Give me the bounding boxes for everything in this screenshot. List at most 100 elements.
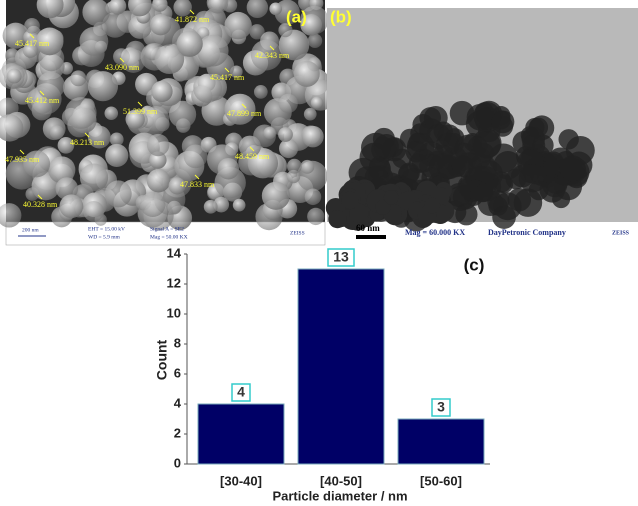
sem-grain — [184, 144, 208, 168]
measurement-label: 42.343 nm — [255, 51, 290, 60]
sem-grain — [24, 18, 40, 34]
sem-grain — [59, 194, 83, 218]
sem-grain — [279, 139, 298, 158]
measurement-label: 47.899 nm — [227, 109, 262, 118]
tem-particle — [374, 134, 399, 159]
y-tick-label: 10 — [167, 305, 181, 320]
sem-grain — [233, 199, 246, 212]
measurement-label: 40.328 nm — [23, 200, 58, 209]
sem-grain — [104, 106, 118, 120]
panel-label: (b) — [330, 7, 352, 26]
y-tick-label: 8 — [174, 335, 181, 350]
x-axis-label: Particle diameter / nm — [272, 488, 407, 503]
sem-grain — [150, 14, 171, 35]
tem-particle — [424, 198, 440, 214]
sem-grain — [305, 188, 322, 205]
measurement-label: 47.833 nm — [180, 180, 215, 189]
measurement-label: 45.417 nm — [210, 73, 245, 82]
sem-grain — [140, 192, 165, 217]
tem-info-text: 60 nm — [356, 223, 380, 233]
tem-particle — [560, 155, 586, 181]
tem-particle — [428, 151, 447, 170]
y-tick-label: 12 — [167, 275, 181, 290]
measurement-label: 45.412 nm — [25, 96, 60, 105]
sem-info-text: ZEISS — [290, 230, 305, 236]
x-tick-label: [40-50] — [320, 473, 362, 488]
sem-grain — [307, 208, 324, 225]
tem-particle — [529, 180, 549, 200]
sem-grain — [65, 97, 97, 129]
value-label: 13 — [333, 249, 349, 265]
sem-info-text: Signal A = SE2 — [150, 226, 184, 232]
sem-grain — [300, 160, 314, 174]
tem-particle — [328, 210, 346, 228]
tem-particle — [522, 127, 546, 151]
sem-info-text: 200 nm — [22, 227, 39, 233]
tem-particle — [494, 192, 522, 220]
sem-grain — [308, 33, 322, 47]
measurement-label: 41.872 nm — [175, 15, 210, 24]
sem-info-text: EHT = 15.00 kV — [88, 226, 125, 232]
value-label: 3 — [437, 399, 445, 415]
tem-info-text: DayPetronic Company — [488, 228, 566, 237]
sem-grain — [151, 81, 172, 102]
sem-grain — [278, 127, 293, 142]
measurement-label: 48.213 nm — [70, 138, 105, 147]
tem-particle — [489, 144, 518, 173]
sem-grain — [177, 31, 203, 57]
tem-info-text: Mag = 60.000 KX — [405, 228, 465, 237]
sem-grain — [83, 201, 104, 222]
scale-bar — [356, 235, 386, 239]
measurement-label: 43.090 nm — [105, 63, 140, 72]
sem-grain — [147, 169, 170, 192]
sem-grain — [279, 94, 298, 113]
sem-grain — [302, 126, 324, 148]
measurement-label: 45.417 nm — [15, 39, 50, 48]
sem-grain — [294, 61, 320, 87]
sem-grain — [80, 163, 108, 191]
sem-grain — [105, 144, 128, 167]
bar — [398, 419, 484, 464]
measurement-label: 48.459 nm — [235, 152, 270, 161]
sem-grain — [311, 97, 323, 109]
tem-particle — [467, 104, 493, 130]
tem-particle — [475, 183, 494, 202]
y-tick-label: 14 — [167, 245, 182, 260]
value-label: 4 — [237, 384, 245, 400]
panel-label: (c) — [464, 255, 485, 274]
measurement-label: 51.399 nm — [123, 107, 158, 116]
bar — [298, 269, 384, 464]
sem-grain — [204, 200, 218, 214]
sem-grain — [50, 125, 64, 139]
sem-info-text: Mag = 50.00 KX — [150, 234, 188, 240]
sem-grain — [262, 182, 290, 210]
bar — [198, 404, 284, 464]
tem-particle — [559, 129, 579, 149]
y-tick-label: 4 — [174, 395, 182, 410]
tem-particle — [492, 110, 515, 133]
tem-info-text: ZEISS — [612, 230, 630, 236]
x-tick-label: [30-40] — [220, 473, 262, 488]
sem-grain — [88, 71, 118, 101]
sem-grain — [79, 27, 108, 56]
sem-grain — [269, 2, 282, 15]
tem-particle — [384, 190, 398, 204]
y-axis-label: Count — [154, 339, 170, 380]
sem-grain — [70, 70, 86, 86]
sem-grain — [105, 180, 132, 207]
tem-particle — [424, 106, 448, 130]
sem-grain — [224, 12, 251, 39]
sem-grain — [147, 134, 169, 156]
sem-grain — [304, 108, 317, 121]
figure: 45.417 nm 41.872 nm 43.090 nm 42.343 nm 45.4… — [0, 0, 638, 506]
sem-info-text: WD = 5.9 mm — [88, 234, 121, 240]
sem-grain — [263, 127, 276, 140]
y-tick-label: 0 — [174, 455, 181, 470]
y-tick-label: 2 — [174, 425, 181, 440]
tem-particle — [452, 155, 474, 177]
sem-grain — [7, 69, 22, 84]
y-tick-label: 6 — [174, 365, 181, 380]
x-tick-label: [50-60] — [420, 473, 462, 488]
sem-grain — [218, 158, 239, 179]
sem-grain — [287, 159, 302, 174]
